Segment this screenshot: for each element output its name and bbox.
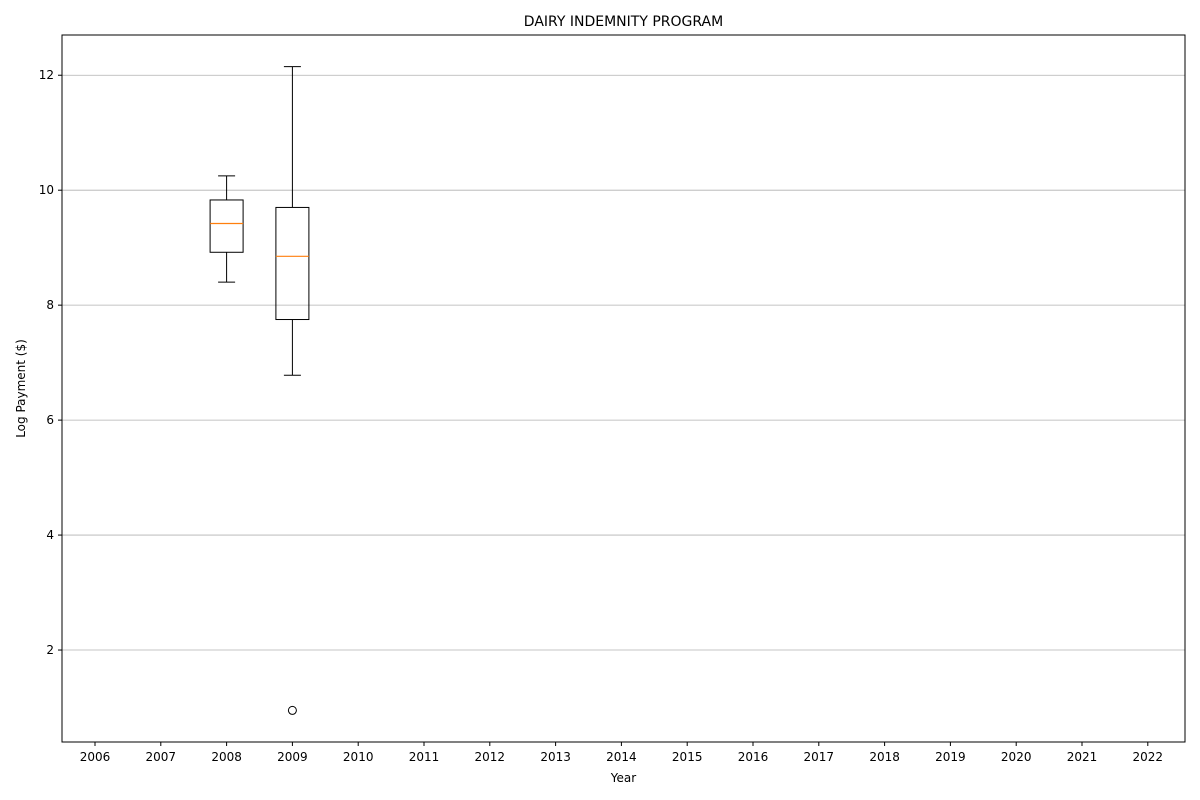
x-tick-label: 2016 xyxy=(738,750,769,764)
x-tick-label: 2009 xyxy=(277,750,308,764)
y-axis-ticks: 2 4 6 8 10 12 xyxy=(39,68,62,657)
box-2008 xyxy=(209,175,244,283)
y-tick-label: 4 xyxy=(46,528,54,542)
y-tick-label: 6 xyxy=(46,413,54,427)
x-tick-label: 2011 xyxy=(409,750,440,764)
x-axis-label: Year xyxy=(610,771,636,785)
iqr-box xyxy=(275,206,310,321)
x-tick-label: 2010 xyxy=(343,750,374,764)
y-tick-label: 8 xyxy=(46,298,54,312)
plot-area-frame xyxy=(61,34,1186,743)
x-tick-label: 2013 xyxy=(540,750,571,764)
x-tick-label: 2015 xyxy=(672,750,703,764)
y-tick-label: 12 xyxy=(39,68,54,82)
y-tick-label: 2 xyxy=(46,643,54,657)
x-tick-label: 2012 xyxy=(475,750,506,764)
box-2009 xyxy=(275,66,310,715)
x-tick-label: 2014 xyxy=(606,750,637,764)
y-tick-label: 10 xyxy=(39,183,54,197)
x-tick-label: 2021 xyxy=(1067,750,1098,764)
x-tick-label: 2017 xyxy=(804,750,835,764)
y-axis-label: Log Payment ($) xyxy=(14,339,28,438)
grid-lines xyxy=(62,74,1185,651)
iqr-box xyxy=(209,199,244,253)
x-tick-label: 2006 xyxy=(80,750,111,764)
x-axis-ticks: 2006 2007 2008 2009 2010 2011 2012 2013 2014 2015… xyxy=(80,742,1163,764)
x-tick-label: 2019 xyxy=(935,750,966,764)
boxes xyxy=(209,66,310,715)
x-tick-label: 2020 xyxy=(1001,750,1032,764)
x-tick-label: 2022 xyxy=(1133,750,1164,764)
x-tick-label: 2007 xyxy=(146,750,177,764)
x-tick-label: 2008 xyxy=(211,750,242,764)
outlier-point xyxy=(287,705,297,715)
chart-title: DAIRY INDEMNITY PROGRAM xyxy=(524,14,723,30)
x-tick-label: 2018 xyxy=(869,750,900,764)
